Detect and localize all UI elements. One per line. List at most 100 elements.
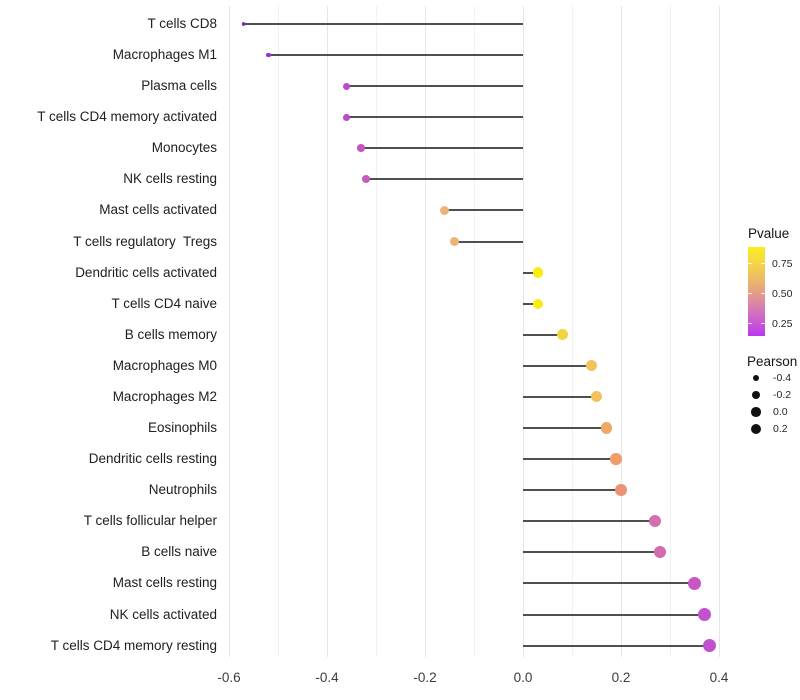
y-axis-label: T cells CD4 memory activated — [37, 109, 217, 125]
gridline-minor — [670, 6, 671, 657]
pearson-legend-label: 0.2 — [773, 423, 788, 435]
lollipop-dot — [532, 298, 543, 309]
y-axis-label: Macrophages M0 — [112, 357, 217, 373]
y-axis-label: Monocytes — [151, 140, 217, 156]
y-axis-label: Neutrophils — [148, 482, 217, 498]
lollipop-dot — [241, 22, 246, 26]
lollipop-stem — [444, 209, 523, 212]
gridline-major — [523, 6, 524, 657]
lollipop-stem — [523, 520, 656, 523]
pvalue-legend-title: Pvalue — [748, 226, 790, 241]
lollipop-dot — [343, 82, 351, 90]
lollipop-stem — [523, 613, 705, 616]
gridline-major — [327, 6, 328, 657]
x-axis-tick-label: -0.2 — [413, 670, 437, 685]
lollipop-stem — [243, 23, 523, 25]
y-axis-label: B cells naive — [141, 544, 217, 560]
x-axis-tick-label: 0.0 — [513, 670, 533, 685]
y-axis-label: Plasma cells — [141, 78, 217, 94]
y-axis-label: T cells CD4 memory resting — [50, 637, 217, 653]
y-axis-label: Eosinophils — [147, 420, 217, 436]
lollipop-stem — [523, 551, 661, 554]
colorbar-tick-mark — [748, 262, 752, 265]
x-axis-tick-label: 0.2 — [611, 670, 631, 685]
y-axis-label: T cells CD8 — [147, 16, 217, 31]
lollipop-dot — [449, 236, 460, 247]
lollipop-dot — [532, 267, 543, 278]
x-axis-tick-label: -0.6 — [217, 670, 241, 685]
gridline-major — [719, 6, 720, 657]
pearson-legend-dot — [750, 423, 762, 435]
colorbar-tick-label: 0.75 — [772, 257, 793, 270]
lollipop-stem — [523, 395, 597, 398]
y-axis-label: NK cells resting — [123, 171, 217, 187]
y-axis-label: Mast cells resting — [112, 575, 217, 591]
gridline-minor — [278, 6, 279, 657]
lollipop-stem — [268, 54, 523, 57]
lollipop-dot — [610, 453, 622, 465]
lollipop-dot — [600, 422, 612, 434]
gridline-major — [425, 6, 426, 657]
gridline-minor — [572, 6, 573, 657]
pearson-legend-dot — [752, 391, 760, 399]
lollipop-dot — [556, 329, 568, 341]
lollipop-dot — [615, 484, 627, 496]
lollipop-stem — [346, 85, 523, 88]
pearson-legend-label: 0.0 — [773, 406, 788, 418]
pearson-legend-title: Pearson — [747, 354, 798, 369]
lollipop-stem — [346, 116, 523, 119]
lollipop-dot — [697, 607, 711, 622]
lollipop-dot — [439, 205, 450, 216]
lollipop-stem — [523, 489, 621, 492]
lollipop-dot — [702, 638, 716, 653]
gridline-minor — [474, 6, 475, 657]
gridline-major — [229, 6, 230, 657]
lollipop-stem — [523, 333, 563, 336]
lollipop-dot — [362, 175, 371, 184]
lollipop-dot — [654, 546, 667, 559]
lollipop-dot — [591, 391, 602, 403]
pearson-legend-label: -0.2 — [773, 389, 792, 401]
lollipop-stem — [523, 302, 538, 305]
colorbar-tick-label: 0.50 — [772, 287, 793, 300]
lollipop-stem — [454, 240, 523, 243]
colorbar-tick-label: 0.25 — [772, 317, 793, 330]
colorbar-tick-mark — [748, 292, 752, 295]
y-axis-label: B cells memory — [124, 326, 217, 342]
colorbar-tick-mark — [761, 292, 765, 295]
colorbar-tick-mark — [761, 262, 765, 265]
lollipop-stem — [361, 147, 523, 150]
lollipop-stem — [523, 364, 592, 367]
lollipop-dot — [265, 52, 271, 58]
lollipop-dot — [343, 113, 351, 121]
y-axis-label: T cells CD4 naive — [111, 295, 217, 311]
colorbar-tick-mark — [748, 322, 752, 325]
pearson-legend-dot — [751, 407, 761, 417]
gridline-major — [621, 6, 622, 657]
lollipop-dot — [649, 515, 662, 528]
gridline-minor — [376, 6, 377, 657]
lollipop-dot — [688, 576, 701, 590]
pearson-legend-dot — [752, 374, 760, 382]
colorbar-tick-mark — [761, 322, 765, 325]
y-axis-label: T cells follicular helper — [83, 513, 217, 529]
y-axis-label: T cells regulatory Tregs — [73, 233, 217, 249]
lollipop-stem — [523, 644, 710, 647]
x-axis-tick-label: 0.4 — [709, 670, 729, 685]
lollipop-stem — [523, 271, 538, 274]
lollipop-dot — [357, 144, 366, 153]
pearson-legend-label: -0.4 — [773, 372, 792, 384]
pvalue-colorbar — [748, 247, 765, 336]
lollipop-dot — [586, 360, 598, 372]
y-axis-label: Dendritic cells activated — [75, 264, 217, 280]
x-axis-tick-label: -0.4 — [315, 670, 339, 685]
lollipop-stem — [523, 582, 695, 585]
y-axis-label: Mast cells activated — [99, 202, 217, 218]
lollipop-stem — [366, 178, 523, 181]
lollipop-stem — [523, 427, 607, 430]
lollipop-stem — [523, 458, 617, 461]
y-axis-label: Dendritic cells resting — [88, 451, 217, 467]
y-axis-label: NK cells activated — [109, 606, 217, 622]
y-axis-label: Macrophages M2 — [112, 388, 217, 404]
